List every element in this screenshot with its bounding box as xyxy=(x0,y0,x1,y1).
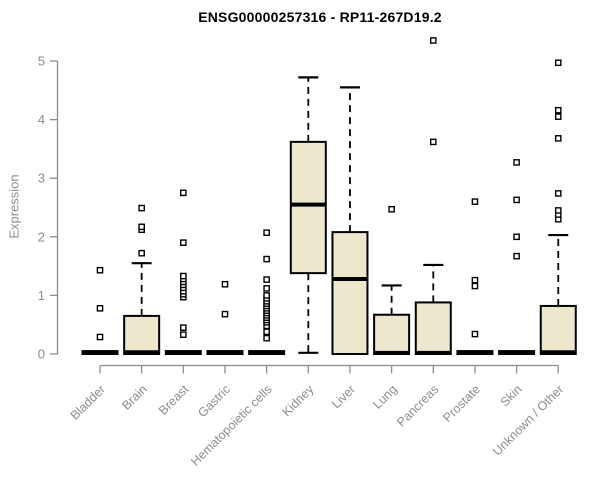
x-tick-label: Lung xyxy=(370,382,400,412)
outlier-point-prostate-0 xyxy=(471,330,479,338)
outlier-point-hematopoietic-cells-0 xyxy=(263,334,270,342)
outlier-point-hematopoietic-cells-15 xyxy=(263,285,270,292)
outlier-point-unknown-other-7 xyxy=(554,59,562,67)
outlier-point-hematopoietic-cells-1 xyxy=(263,328,270,336)
box-brain xyxy=(123,314,161,356)
outlier-point-skin-3 xyxy=(513,159,520,166)
outlier-point-skin-1 xyxy=(513,233,520,241)
x-tick-label: Bladder xyxy=(68,382,108,422)
box-pancreas xyxy=(414,301,452,356)
chart-title: ENSG00000257316 - RP11-267D19.2 xyxy=(198,9,442,25)
outlier-point-brain-2 xyxy=(138,223,145,231)
x-tick-label: Brain xyxy=(119,382,150,413)
outlier-point-breast-11 xyxy=(180,189,187,197)
outlier-point-bladder-2 xyxy=(96,266,104,274)
outlier-point-hematopoietic-cells-14 xyxy=(263,292,270,299)
x-tick-label: Pancreas xyxy=(394,382,441,429)
outlier-point-breast-10 xyxy=(180,239,187,246)
outlier-point-unknown-other-3 xyxy=(554,190,562,197)
y-tick-label: 5 xyxy=(38,54,45,69)
outlier-point-gastric-0 xyxy=(221,310,229,318)
x-tick-label: Breast xyxy=(156,382,192,418)
y-tick-label: 4 xyxy=(38,112,45,127)
outlier-point-pancreas-1 xyxy=(429,37,437,44)
outlier-point-unknown-other-5 xyxy=(554,113,562,120)
outlier-point-pancreas-0 xyxy=(429,138,437,146)
outlier-point-hematopoietic-cells-16 xyxy=(263,276,270,283)
outlier-point-brain-0 xyxy=(138,249,145,257)
outlier-point-prostate-1 xyxy=(471,282,479,290)
outlier-point-hematopoietic-cells-18 xyxy=(263,229,270,236)
outlier-point-breast-0 xyxy=(180,331,187,338)
outlier-point-hematopoietic-cells-17 xyxy=(263,255,270,263)
outlier-point-unknown-other-2 xyxy=(554,207,562,214)
x-tick-label: Unknown / Other xyxy=(490,382,566,458)
box-unknown-other xyxy=(539,304,577,355)
x-tick-label: Gastric xyxy=(195,382,233,420)
x-tick-label: Prostate xyxy=(440,382,483,425)
y-tick-label: 1 xyxy=(38,288,45,303)
outlier-point-breast-1 xyxy=(180,324,187,331)
outlier-point-breast-9 xyxy=(180,272,187,280)
x-tick-label: Hematopoietic cells xyxy=(188,382,275,469)
outlier-point-lung-0 xyxy=(388,205,395,213)
outlier-point-unknown-other-4 xyxy=(554,135,562,142)
x-tick-label: Kidney xyxy=(279,382,316,419)
box-liver xyxy=(331,231,369,355)
outlier-point-prostate-3 xyxy=(471,198,479,205)
outlier-point-brain-3 xyxy=(138,204,145,212)
box-kidney xyxy=(289,140,327,275)
y-tick-label: 3 xyxy=(38,171,45,186)
outlier-point-skin-2 xyxy=(513,196,520,204)
outlier-point-skin-0 xyxy=(513,252,520,260)
x-tick-label: Skin xyxy=(498,382,525,409)
outlier-point-bladder-1 xyxy=(96,304,104,312)
outlier-point-unknown-other-6 xyxy=(554,106,562,114)
y-tick-label: 0 xyxy=(38,347,45,362)
x-tick-label: Liver xyxy=(329,382,358,411)
y-tick-label: 2 xyxy=(38,229,45,244)
outlier-point-prostate-2 xyxy=(471,276,479,284)
outlier-point-gastric-1 xyxy=(221,280,229,288)
box-lung xyxy=(373,313,411,356)
outlier-point-bladder-0 xyxy=(96,333,104,341)
